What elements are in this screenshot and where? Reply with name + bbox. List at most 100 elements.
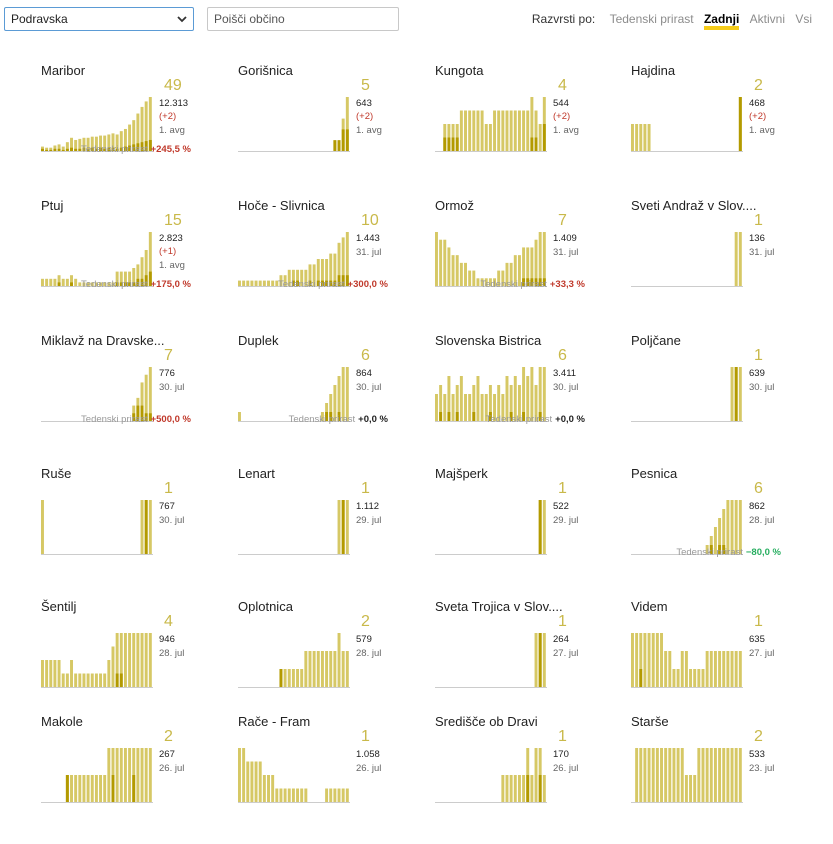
chart-bar: [705, 545, 709, 554]
chart-bar: [41, 146, 44, 151]
chart-bar-recent: [115, 148, 119, 151]
municipality-card[interactable]: Starše 2 533 23. jul: [631, 714, 821, 844]
municipality-card[interactable]: Slovenska Bistrica 6 3.411 30. jul Tedenski …: [435, 333, 625, 463]
chart-bar: [74, 673, 78, 687]
chart-bar-recent: [738, 97, 742, 151]
population-value: 522: [553, 501, 569, 512]
municipality-card[interactable]: Pesnica 6 862 28. jul Tedenski prirast −80,0 …: [631, 466, 821, 596]
chart-bar: [308, 651, 312, 687]
last-date: 30. jul: [553, 382, 579, 393]
municipality-card[interactable]: Šentilj 4 946 28. jul: [41, 599, 231, 729]
municipality-card[interactable]: Duplek 6 864 30. jul Tedenski prirast +0,0 %: [238, 333, 428, 463]
search-input[interactable]: [207, 7, 399, 31]
chart-bar-recent: [341, 500, 345, 554]
chart-bar: [517, 775, 521, 802]
chart-bar-recent: [316, 280, 320, 286]
chart-bar: [238, 748, 241, 802]
municipality-card[interactable]: Sveti Andraž v Slov.... 1 136 31. jul: [631, 198, 821, 328]
chart-bar: [45, 147, 49, 151]
municipality-card[interactable]: Rače - Fram 1 1.058 26. jul: [238, 714, 428, 844]
chart-bar: [128, 124, 132, 151]
sparkline-chart: [435, 232, 547, 287]
municipality-card[interactable]: Maribor 49 12.313 (+2) 1. avg Tedenski priras…: [41, 63, 231, 193]
municipality-card[interactable]: Kungota 4 544 (+2) 1. avg: [435, 63, 625, 193]
municipality-card[interactable]: Gorišnica 5 643 (+2) 1. avg: [238, 63, 428, 193]
chart-bar-recent: [325, 280, 329, 286]
municipality-card[interactable]: Videm 1 635 27. jul: [631, 599, 821, 729]
active-cases-value: 1: [754, 212, 763, 229]
municipality-name: Majšperk: [435, 466, 488, 481]
sort-option-weekly[interactable]: Tedenski prirast: [609, 12, 694, 26]
chart-bar: [49, 278, 53, 286]
chart-bar: [296, 269, 300, 286]
chart-bar-recent: [148, 413, 152, 421]
sort-option-active[interactable]: Aktivni: [749, 12, 785, 26]
municipality-card[interactable]: Ruše 1 767 30. jul: [41, 466, 231, 596]
chart-bar: [631, 124, 634, 151]
chart-bar: [476, 376, 480, 421]
municipality-card[interactable]: Ptuj 15 2.823 (+1) 1. avg Tedenski prirast +17…: [41, 198, 231, 328]
chart-bar: [45, 278, 49, 286]
chart-bar-recent: [119, 147, 123, 151]
chart-bar: [329, 788, 333, 802]
chart-bar: [61, 278, 65, 286]
active-cases-value: 1: [754, 613, 763, 630]
region-select[interactable]: Podravska: [4, 7, 194, 31]
chart-bar: [341, 237, 345, 286]
municipality-card[interactable]: Oplotnica 2 579 28. jul: [238, 599, 428, 729]
chart-bar-recent: [345, 129, 349, 151]
chart-bar: [647, 633, 651, 687]
municipality-card[interactable]: Makole 2 267 26. jul: [41, 714, 231, 844]
chart-bar: [493, 278, 497, 286]
sort-option-all[interactable]: Vsi: [795, 12, 812, 26]
chart-bar: [468, 394, 472, 421]
chart-bar-recent: [542, 278, 546, 286]
chart-bar-recent: [538, 412, 542, 421]
chart-bar: [635, 633, 639, 687]
chart-bar: [464, 262, 467, 286]
chart-bar: [316, 651, 320, 687]
chart-bar: [283, 788, 287, 802]
chart-bar: [94, 673, 98, 687]
chart-bar: [734, 748, 738, 802]
municipality-card[interactable]: Miklavž na Dravske... 7 776 30. jul Tedenski…: [41, 333, 231, 463]
municipality-card[interactable]: Ormož 7 1.409 31. jul Tedenski prirast +33,3 …: [435, 198, 625, 328]
municipality-name: Ormož: [435, 198, 474, 213]
chart-bar: [144, 748, 148, 802]
daily-change: (+2): [749, 111, 767, 122]
chart-bar: [148, 748, 152, 802]
municipality-card[interactable]: Majšperk 1 522 29. jul: [435, 466, 625, 596]
active-cases-value: 1: [754, 347, 763, 364]
last-date: 27. jul: [553, 648, 579, 659]
chart-bar-recent: [734, 367, 738, 421]
municipality-name: Hoče - Slivnica: [238, 198, 325, 213]
chart-bar-recent: [329, 280, 333, 286]
chart-bar: [534, 110, 538, 151]
sparkline-chart: [631, 500, 743, 555]
municipality-card[interactable]: Lenart 1 1.112 29. jul: [238, 466, 428, 596]
chart-bar: [730, 367, 734, 421]
chart-bar-recent: [132, 413, 136, 421]
chart-bar-recent: [538, 633, 542, 687]
chart-bar: [701, 669, 705, 687]
chart-bar: [705, 651, 709, 687]
municipality-card[interactable]: Središče ob Dravi 1 170 26. jul: [435, 714, 625, 844]
chart-bar: [300, 669, 304, 687]
chart-bar: [643, 748, 647, 802]
chart-bar-recent: [115, 673, 119, 687]
municipality-card[interactable]: Hajdina 2 468 (+2) 1. avg: [631, 63, 821, 193]
chart-bar: [57, 144, 61, 151]
municipality-card[interactable]: Poljčane 1 639 30. jul: [631, 333, 821, 463]
chart-bar: [509, 775, 513, 802]
chart-bar-recent: [542, 124, 546, 151]
chart-bar: [333, 651, 337, 687]
chart-bar-recent: [136, 405, 140, 421]
municipality-name: Sveti Andraž v Slov....: [631, 198, 757, 213]
active-cases-value: 2: [361, 613, 370, 630]
sparkline-chart: [631, 367, 743, 422]
municipality-card[interactable]: Hoče - Slivnica 10 1.443 31. jul Tedenski pr…: [238, 198, 428, 328]
sort-option-latest[interactable]: Zadnji: [703, 12, 740, 30]
chart-bar: [337, 633, 341, 687]
chart-bar-recent: [439, 412, 443, 421]
municipality-card[interactable]: Sveta Trojica v Slov.... 1 264 27. jul: [435, 599, 625, 729]
